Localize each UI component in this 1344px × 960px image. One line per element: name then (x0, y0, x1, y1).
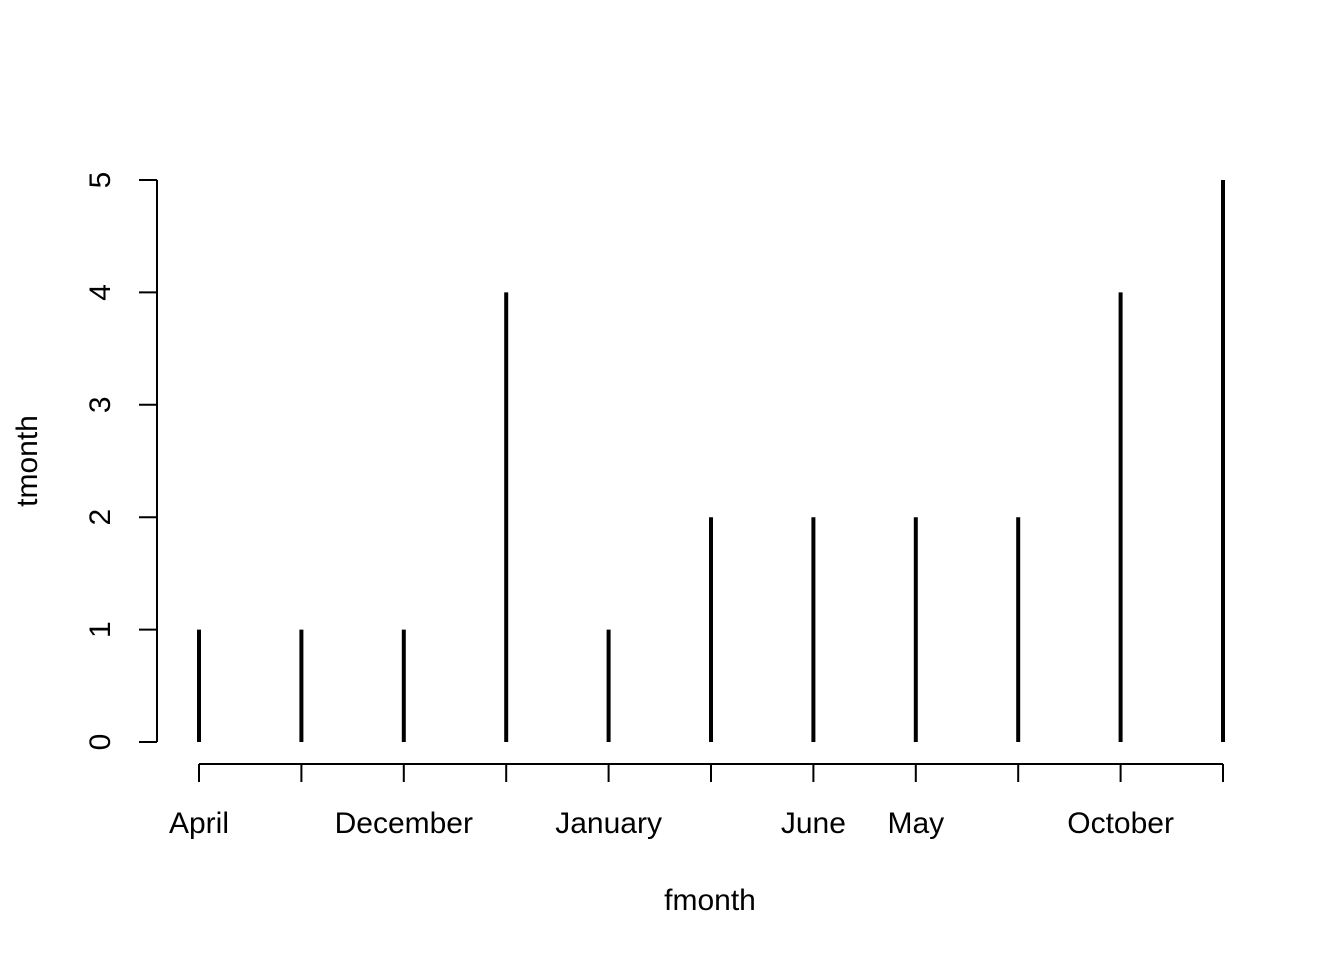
y-tick-label: 5 (84, 172, 117, 189)
x-tick-label: April (169, 807, 229, 840)
y-tick-label: 2 (84, 509, 117, 526)
x-tick-label: June (781, 807, 846, 840)
x-tick-label: December (335, 807, 473, 840)
x-tick-label: May (887, 807, 944, 840)
x-axis-label: fmonth (664, 884, 756, 917)
x-tick-label: January (555, 807, 662, 840)
y-tick-label: 3 (84, 396, 117, 413)
y-tick-label: 0 (84, 734, 117, 751)
y-tick-label: 4 (84, 284, 117, 301)
y-axis-label: tmonth (11, 415, 44, 507)
y-tick-label: 1 (84, 621, 117, 638)
y-axis: 0 1 2 3 4 5 (84, 172, 158, 751)
x-axis: April December January June May October (169, 763, 1224, 840)
data-lines (197, 180, 1225, 742)
x-tick-label: October (1067, 807, 1174, 840)
